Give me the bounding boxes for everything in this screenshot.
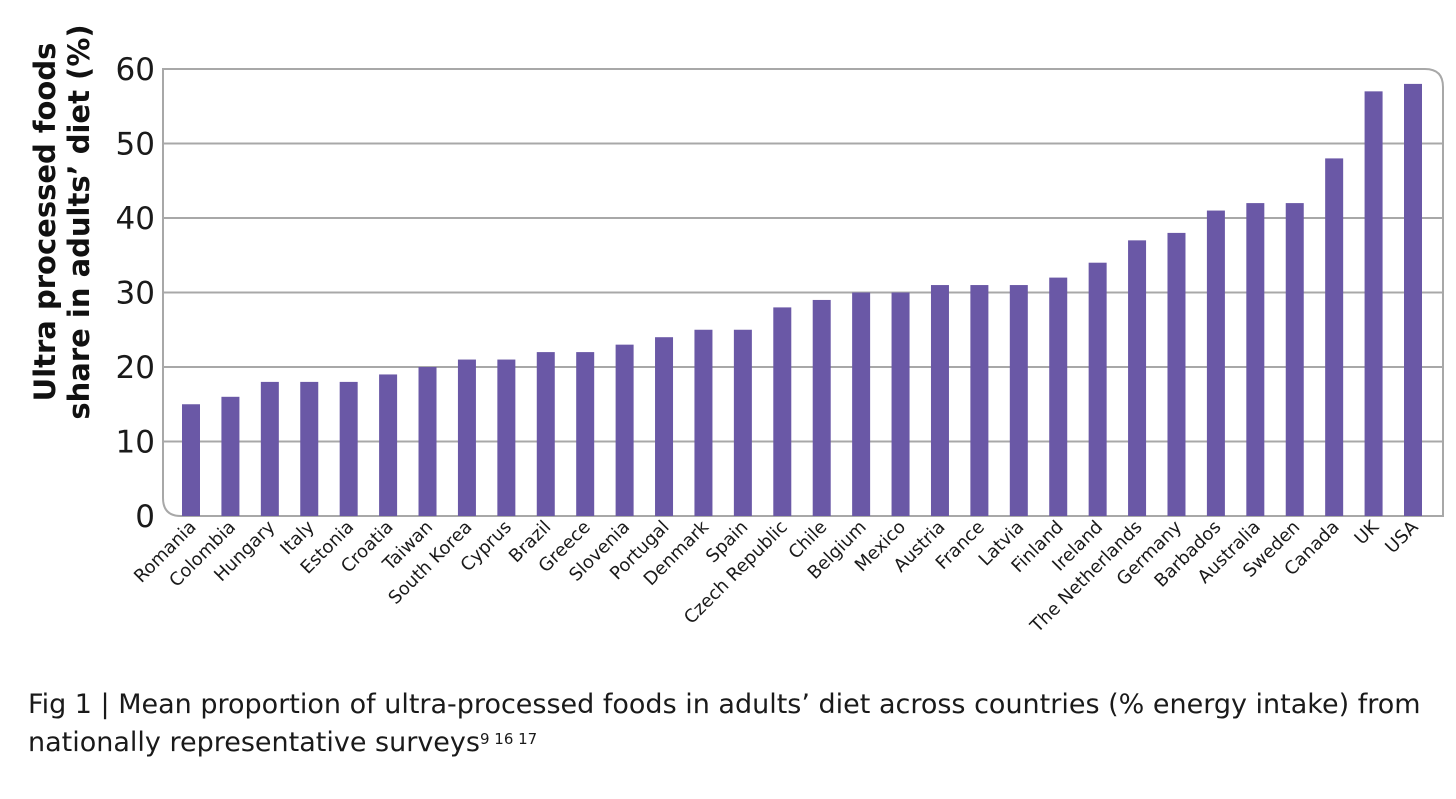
bar-italy [300, 381, 319, 516]
bar-taiwan [418, 367, 437, 516]
bar-ireland [1088, 262, 1107, 516]
y-tick-label: 50 [116, 127, 155, 163]
bar-finland [1049, 277, 1068, 516]
bar-hungary [260, 381, 279, 516]
bar-canada [1325, 158, 1344, 516]
bar-barbados [1206, 210, 1225, 517]
bar-usa [1404, 83, 1422, 517]
bar-croatia [379, 374, 398, 516]
y-tick-label: 60 [116, 52, 155, 88]
bar-denmark [694, 329, 713, 516]
y-tick-label: 10 [116, 425, 155, 461]
y-tick-label: 30 [116, 276, 155, 312]
bar-australia [1246, 203, 1265, 516]
y-tick-label: 0 [135, 499, 155, 535]
bar-the-netherlands [1128, 240, 1147, 516]
bar-uk [1364, 91, 1383, 516]
bar-chile [812, 299, 831, 516]
bar-czech-republic [773, 307, 792, 516]
bar-brazil [536, 352, 555, 516]
bar-latvia [1009, 285, 1028, 516]
y-tick-label: 20 [116, 350, 155, 386]
bar-portugal [655, 337, 674, 516]
y-axis-label-line: share in adults’ diet (%) [62, 24, 96, 419]
bar-greece [576, 352, 595, 516]
bar-spain [733, 329, 752, 516]
bar-belgium [852, 292, 871, 516]
bar-estonia [339, 381, 358, 516]
bar-austria [930, 285, 949, 516]
caption-text: Fig 1 | Mean proportion of ultra-process… [28, 689, 1421, 758]
bar-cyprus [497, 359, 516, 516]
bar-mexico [891, 292, 910, 516]
x-tick-label: UK [1351, 516, 1384, 549]
bar-colombia [221, 396, 240, 516]
bar-slovenia [615, 344, 634, 516]
bar-chart: 0102030405060RomaniaColombiaHungaryItaly… [28, 24, 1444, 638]
bar-romania [182, 404, 200, 516]
bar-germany [1167, 232, 1186, 516]
bar-france [970, 285, 989, 516]
x-tick-label: USA [1381, 516, 1423, 558]
bar-sweden [1285, 203, 1304, 516]
y-axis-label: Ultra processed foods share in adults’ di… [28, 24, 96, 419]
bar-south-korea [457, 359, 476, 516]
plot-frame [162, 68, 1444, 517]
y-tick-label: 40 [116, 201, 155, 237]
figure-caption: Fig 1 | Mean proportion of ultra-process… [28, 686, 1428, 762]
y-axis-label-line: Ultra processed foods [28, 43, 62, 402]
caption-references: 9 16 17 [479, 730, 538, 748]
